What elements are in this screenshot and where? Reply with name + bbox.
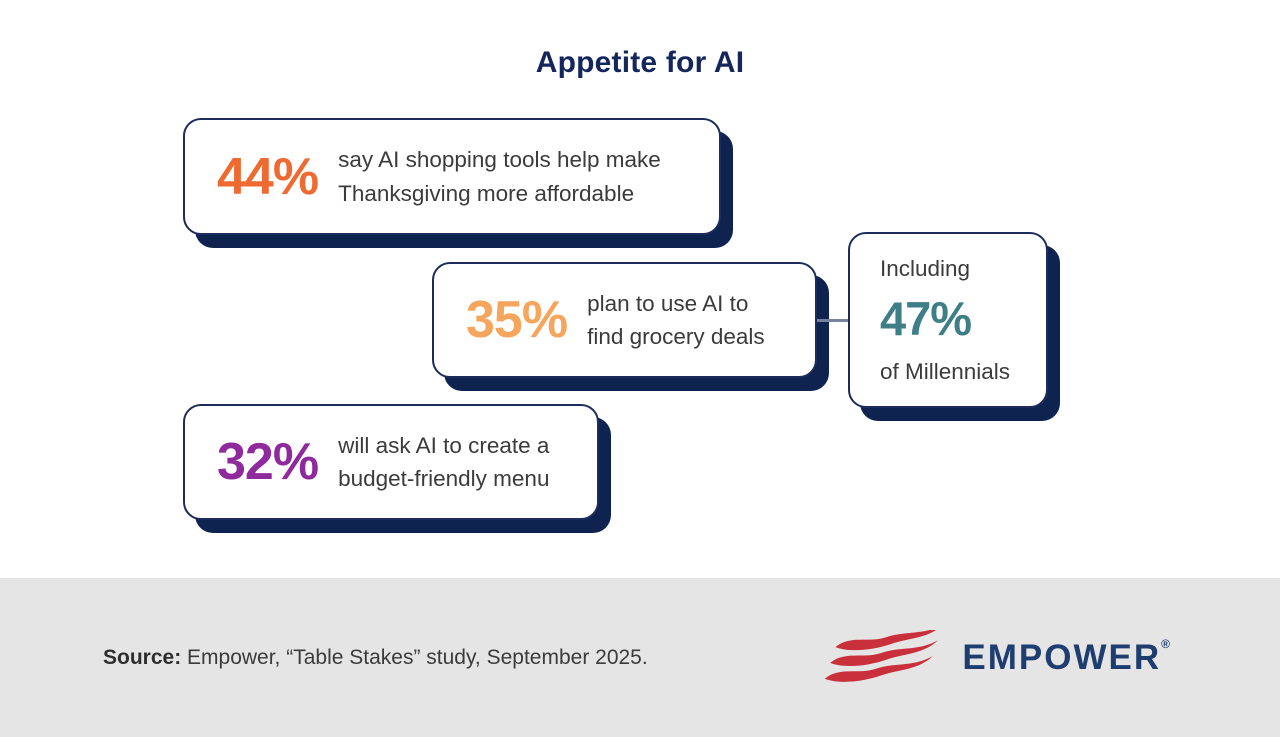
empower-logo: EMPOWER® bbox=[824, 629, 1170, 686]
source-citation: Source: Empower, “Table Stakes” study, S… bbox=[103, 646, 648, 670]
stat-label-32-line1: will ask AI to create a bbox=[338, 432, 550, 458]
stat-label-32: will ask AI to create a budget-friendly … bbox=[338, 429, 549, 496]
stat-value-35: 35% bbox=[466, 291, 568, 349]
stat-label-44-line1: say AI shopping tools help make bbox=[338, 147, 661, 173]
stat-label-35: plan to use AI to find grocery deals bbox=[587, 287, 765, 354]
stat-value-32: 32% bbox=[217, 433, 319, 491]
source-label: Source: bbox=[103, 645, 182, 669]
stat-label-44: say AI shopping tools help make Thanksgi… bbox=[338, 143, 661, 210]
source-text: Empower, “Table Stakes” study, September… bbox=[181, 645, 648, 669]
stat-suffix-47: of Millennials bbox=[880, 358, 1011, 384]
empower-wordmark-text: EMPOWER bbox=[962, 638, 1162, 677]
stat-card-32-percent: 32% will ask AI to create a budget-frien… bbox=[183, 404, 599, 520]
registered-trademark-symbol: ® bbox=[1161, 637, 1170, 651]
stat-card-47-millennials: Including 47% of Millennials bbox=[848, 232, 1048, 408]
empower-wordmark: EMPOWER® bbox=[962, 637, 1170, 677]
stat-card-35-percent: 35% plan to use AI to find grocery deals bbox=[432, 262, 817, 378]
connector-line bbox=[817, 319, 848, 322]
stat-value-44: 44% bbox=[217, 147, 319, 206]
footer-bar: Source: Empower, “Table Stakes” study, S… bbox=[0, 578, 1280, 737]
stat-label-44-line2: Thanksgiving more affordable bbox=[338, 180, 635, 206]
page-title: Appetite for AI bbox=[535, 46, 745, 79]
empower-waves-icon bbox=[825, 629, 944, 682]
stat-value-47: 47% bbox=[880, 292, 972, 346]
stat-prefix-47: Including bbox=[880, 256, 971, 282]
stat-label-35-line1: plan to use AI to bbox=[587, 290, 749, 316]
stat-label-35-line2: find grocery deals bbox=[587, 324, 765, 349]
stat-label-32-line2: budget-friendly menu bbox=[338, 466, 550, 491]
stat-card-44-percent: 44% say AI shopping tools help make Than… bbox=[183, 118, 721, 235]
